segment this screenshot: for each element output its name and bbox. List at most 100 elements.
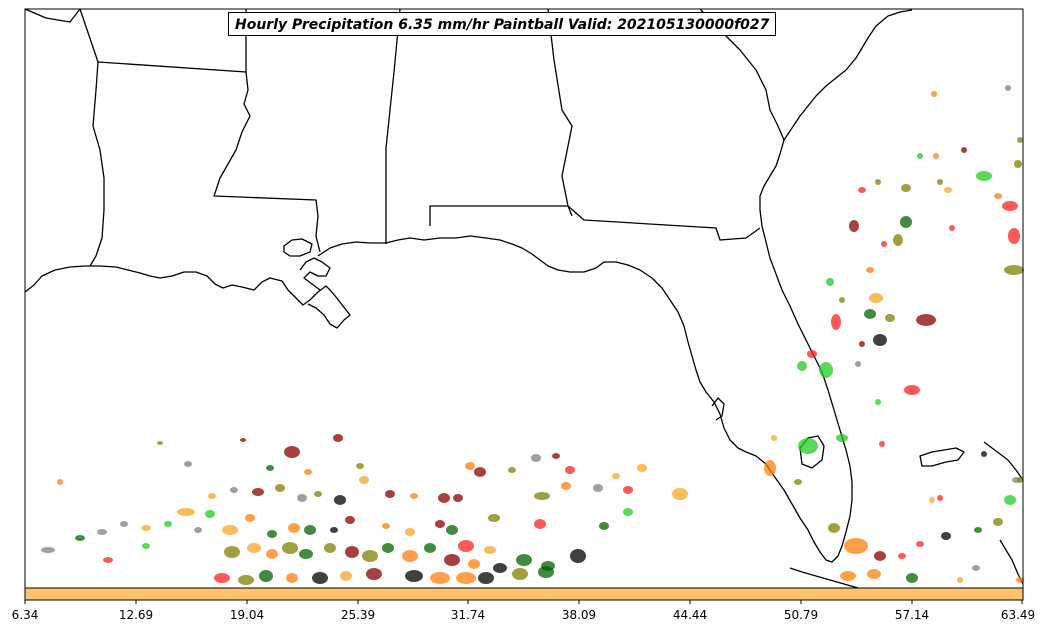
precip-blob bbox=[879, 441, 885, 447]
precip-blob bbox=[994, 193, 1002, 199]
precip-blob bbox=[881, 241, 887, 247]
precip-blob bbox=[941, 532, 951, 540]
precip-blob bbox=[612, 473, 620, 479]
precip-blob bbox=[798, 438, 818, 454]
precip-blob bbox=[855, 361, 861, 367]
border-ar-north bbox=[79, 8, 99, 63]
precip-blob bbox=[561, 482, 571, 490]
precip-blob bbox=[334, 495, 346, 505]
precip-blob bbox=[1005, 85, 1011, 91]
precip-blob bbox=[981, 451, 987, 457]
precip-blob bbox=[299, 549, 313, 559]
precip-blob bbox=[224, 546, 240, 558]
colorbar-tick-label: 19.04 bbox=[229, 608, 265, 622]
precip-blob bbox=[366, 568, 382, 580]
precip-blob bbox=[345, 546, 359, 558]
precip-blob bbox=[1017, 477, 1023, 483]
precip-blob bbox=[157, 441, 163, 445]
precip-blob bbox=[864, 309, 876, 319]
border-tx-top bbox=[24, 8, 81, 23]
lake-pontchartrain bbox=[283, 238, 313, 257]
precip-blob bbox=[534, 492, 550, 500]
precip-blob bbox=[531, 454, 541, 462]
precip-blob bbox=[57, 479, 63, 485]
mississippi-delta bbox=[299, 257, 331, 291]
precip-blob bbox=[304, 469, 312, 475]
precip-blob bbox=[478, 572, 494, 584]
precip-blob bbox=[222, 525, 238, 535]
precip-blob bbox=[552, 453, 560, 459]
precip-blob bbox=[599, 522, 609, 530]
colorbar-tick-label: 31.74 bbox=[450, 608, 486, 622]
precip-blob bbox=[266, 465, 274, 471]
precip-blob bbox=[764, 460, 776, 476]
precip-blob bbox=[194, 527, 202, 533]
precip-blob bbox=[314, 491, 322, 497]
precip-blob bbox=[565, 466, 575, 474]
precip-blob bbox=[240, 438, 246, 442]
precip-blob bbox=[312, 572, 328, 584]
precip-blob bbox=[247, 543, 261, 553]
precip-blob bbox=[205, 510, 215, 518]
precip-blob bbox=[208, 493, 216, 499]
precip-blob bbox=[859, 341, 865, 347]
precip-blob bbox=[637, 464, 647, 472]
precip-blob bbox=[874, 551, 886, 561]
precip-blob bbox=[184, 461, 192, 467]
precip-blob bbox=[672, 488, 688, 500]
precip-blob bbox=[488, 514, 500, 522]
precip-blob bbox=[1004, 265, 1024, 275]
precip-blob bbox=[330, 527, 338, 533]
precip-blob bbox=[103, 557, 113, 563]
border-ms-al bbox=[385, 8, 401, 244]
precip-blob bbox=[974, 527, 982, 533]
precip-blob bbox=[516, 554, 532, 566]
tampa-bay bbox=[711, 397, 725, 421]
precip-blob bbox=[916, 314, 936, 326]
precip-blob bbox=[267, 530, 277, 538]
colorbar-tick-label: 38.09 bbox=[561, 608, 597, 622]
precip-blob bbox=[424, 543, 436, 553]
precip-blob bbox=[831, 314, 841, 330]
precip-blob bbox=[324, 543, 336, 553]
precip-blob bbox=[937, 179, 943, 185]
precip-blob bbox=[844, 538, 868, 554]
precip-blob bbox=[869, 293, 883, 303]
precip-blob bbox=[359, 476, 369, 484]
border-al-fl bbox=[429, 205, 761, 241]
precip-blob bbox=[839, 297, 845, 303]
precip-blob bbox=[438, 493, 450, 503]
plot-title: Hourly Precipitation 6.35 mm/hr Paintbal… bbox=[228, 12, 777, 36]
border-tx-la bbox=[89, 61, 105, 267]
colorbar-tick-label: 63.49 bbox=[1000, 608, 1036, 622]
precip-blob bbox=[840, 571, 856, 581]
precip-blob bbox=[493, 563, 507, 573]
colorbar-tick-label: 57.14 bbox=[894, 608, 930, 622]
precip-blob bbox=[456, 572, 476, 584]
precip-blob bbox=[1008, 228, 1020, 244]
precip-blob bbox=[345, 516, 355, 524]
bahamas-island bbox=[919, 447, 965, 467]
precip-blob bbox=[458, 540, 474, 552]
coastline-layer bbox=[24, 8, 1024, 593]
precip-blob bbox=[230, 487, 238, 493]
precip-blob bbox=[120, 521, 128, 527]
precip-blob bbox=[623, 486, 633, 494]
precip-blob bbox=[771, 435, 777, 441]
precip-blob bbox=[435, 520, 445, 528]
precip-blob bbox=[402, 550, 418, 562]
precip-blob bbox=[282, 542, 298, 554]
precip-blob bbox=[465, 462, 475, 470]
precip-blob bbox=[931, 91, 937, 97]
precip-blob bbox=[794, 479, 802, 485]
precip-blob bbox=[214, 573, 230, 583]
colorbar-tick-label: 44.44 bbox=[672, 608, 708, 622]
precip-blob bbox=[288, 523, 300, 533]
precip-blob bbox=[405, 528, 415, 536]
precip-blob bbox=[75, 535, 85, 541]
precip-blob bbox=[1016, 577, 1024, 583]
precip-blob bbox=[286, 573, 298, 583]
precip-blob bbox=[1014, 160, 1022, 168]
precip-blob bbox=[468, 559, 480, 569]
precip-blob bbox=[177, 508, 195, 516]
